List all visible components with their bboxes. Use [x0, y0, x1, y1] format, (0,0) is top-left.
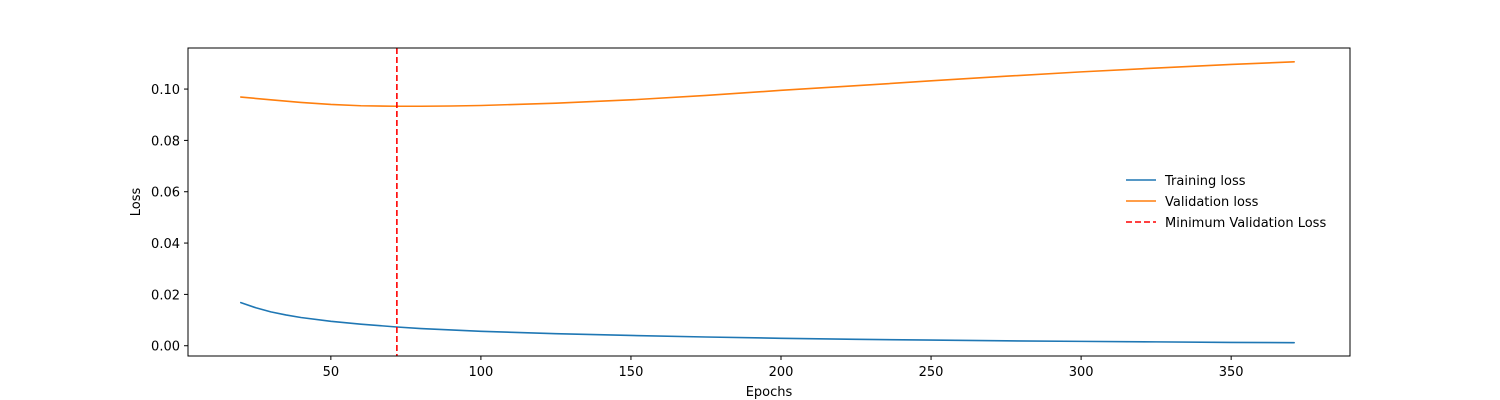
x-tick-label: 300 — [1069, 365, 1094, 380]
legend: Training loss Validation loss Minimum Va… — [1126, 174, 1326, 231]
y-tick-label: 0.00 — [151, 340, 180, 355]
y-tick-label: 0.10 — [151, 83, 180, 98]
x-tick-label: 50 — [323, 365, 340, 380]
x-tick-label: 200 — [769, 365, 794, 380]
x-tick-label: 250 — [919, 365, 944, 380]
legend-item-training: Training loss — [1126, 174, 1246, 189]
legend-item-validation: Validation loss — [1126, 195, 1259, 210]
y-tick-label: 0.06 — [151, 186, 180, 201]
legend-item-min-validation: Minimum Validation Loss — [1126, 216, 1326, 231]
y-axis: 0.00 0.02 0.04 0.06 0.08 0.10 — [151, 83, 188, 355]
y-tick-label: 0.02 — [151, 288, 180, 303]
legend-label-validation: Validation loss — [1165, 195, 1259, 210]
plot-frame — [187, 47, 1351, 357]
x-tick-label: 150 — [619, 365, 644, 380]
series-line-validation — [240, 61, 1295, 108]
legend-label-training: Training loss — [1164, 174, 1246, 189]
x-tick-label: 350 — [1219, 365, 1244, 380]
y-tick-label: 0.08 — [151, 134, 180, 149]
x-tick-label: 100 — [468, 365, 493, 380]
x-axis-label: Epochs — [746, 385, 793, 400]
series-line-training — [240, 301, 1295, 344]
x-axis: 50 100 150 200 250 300 350 — [323, 356, 1244, 380]
plot-area — [240, 48, 1295, 356]
y-axis-label: Loss — [129, 188, 144, 217]
legend-label-min-validation: Minimum Validation Loss — [1165, 216, 1326, 231]
y-tick-label: 0.04 — [151, 237, 180, 252]
